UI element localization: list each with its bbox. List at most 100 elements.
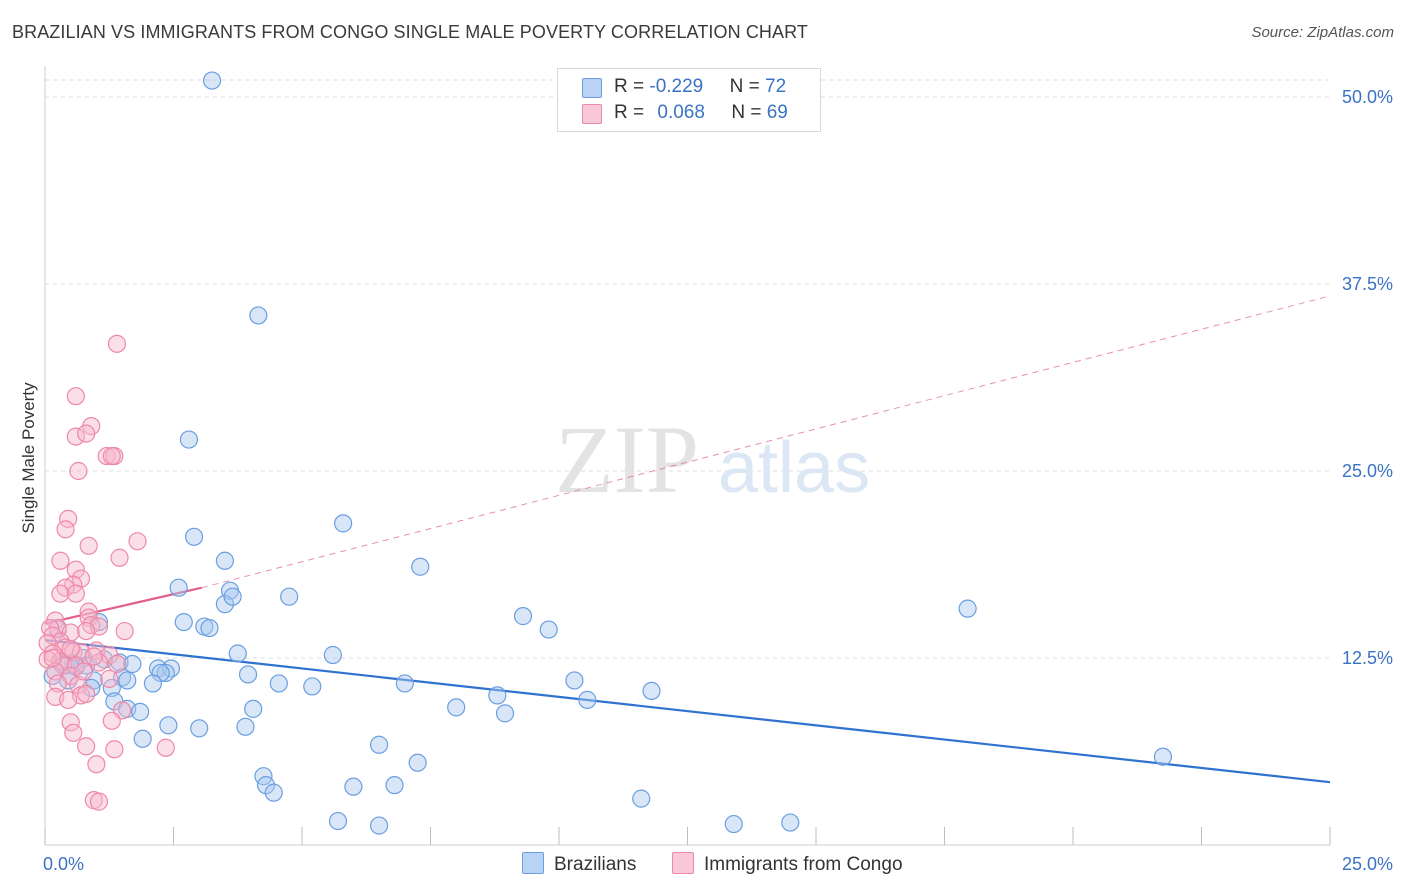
point-congo	[97, 446, 116, 466]
legend-r-label: R =	[614, 102, 650, 123]
bottom-legend-congo: Immigrants from Congo	[672, 852, 903, 876]
y-tick-label: 50.0%	[1342, 87, 1393, 107]
point-congo	[79, 608, 98, 627]
bottom-legend-swatch-pink	[672, 852, 694, 874]
legend-n-label: N =	[731, 102, 767, 123]
point-congo	[61, 639, 80, 659]
point-congo	[41, 618, 60, 638]
point-congo	[66, 387, 85, 406]
point-brazilians	[632, 789, 651, 808]
bottom-legend-congo-label: Immigrants from Congo	[704, 854, 903, 875]
point-brazilians	[169, 578, 188, 597]
legend-swatch-blue	[582, 78, 602, 98]
point-congo	[89, 792, 109, 811]
point-congo	[100, 669, 119, 689]
legend-n-label: N =	[729, 76, 766, 97]
point-congo	[79, 536, 98, 555]
point-brazilians	[256, 776, 276, 795]
point-brazilians	[118, 671, 137, 690]
point-congo	[77, 424, 96, 443]
point-brazilians	[513, 607, 533, 626]
legend-swatch-pink	[582, 104, 602, 124]
trend-line-brazilians	[44, 638, 1331, 784]
point-brazilians	[408, 753, 427, 772]
point-congo	[84, 647, 103, 666]
point-congo	[48, 674, 67, 693]
point-brazilians	[159, 716, 178, 735]
point-brazilians	[249, 306, 268, 325]
point-congo	[56, 520, 75, 539]
point-brazilians	[724, 814, 743, 834]
legend-r-value: 0.068	[657, 102, 705, 123]
point-congo	[59, 509, 78, 528]
point-congo	[59, 690, 78, 709]
point-brazilians	[323, 645, 342, 665]
point-congo	[69, 461, 88, 481]
point-congo	[107, 654, 127, 674]
point-brazilians	[133, 729, 152, 748]
point-brazilians	[395, 674, 414, 693]
point-congo	[102, 711, 121, 730]
point-brazilians	[238, 665, 258, 684]
point-congo	[89, 653, 109, 672]
point-brazilians	[495, 704, 515, 723]
point-brazilians	[1153, 747, 1173, 766]
trend-line-congo	[44, 586, 203, 625]
point-brazilians	[539, 620, 558, 639]
point-congo	[64, 723, 83, 742]
point-brazilians	[190, 719, 209, 738]
source-label: Source: ZipAtlas.com	[1251, 24, 1394, 41]
point-congo	[87, 755, 106, 774]
point-brazilians	[370, 816, 389, 835]
trend-lines	[44, 295, 1331, 784]
point-brazilians	[200, 618, 219, 638]
point-brazilians	[280, 587, 299, 606]
y-tick-label: 12.5%	[1342, 648, 1393, 668]
point-congo	[66, 584, 85, 603]
point-brazilians	[143, 674, 163, 693]
point-congo	[51, 584, 70, 603]
point-brazilians	[269, 674, 288, 693]
point-congo	[79, 602, 98, 621]
point-brazilians	[578, 690, 597, 709]
point-brazilians	[179, 430, 199, 449]
point-brazilians	[202, 71, 222, 90]
grid-lines	[45, 79, 1330, 659]
point-brazilians	[411, 557, 430, 576]
point-brazilians	[488, 686, 507, 705]
point-congo	[51, 551, 70, 570]
trend-line-congo	[201, 295, 1331, 589]
point-congo	[61, 713, 80, 732]
point-congo	[74, 662, 93, 681]
point-congo	[43, 648, 62, 668]
legend-r-label: R =	[614, 76, 650, 97]
x-tick-label-max: 25.0%	[1342, 854, 1393, 874]
point-brazilians	[447, 698, 466, 717]
y-tick-label: 37.5%	[1342, 274, 1393, 294]
point-congo	[110, 548, 129, 567]
point-brazilians	[215, 551, 234, 570]
point-congo	[102, 446, 121, 466]
point-congo	[105, 740, 124, 759]
point-congo	[77, 684, 96, 704]
point-congo	[66, 427, 85, 446]
point-brazilians	[130, 702, 150, 721]
point-brazilians	[958, 599, 977, 618]
point-congo	[156, 738, 175, 757]
point-brazilians	[123, 654, 142, 674]
point-congo	[43, 644, 62, 663]
point-brazilians	[781, 813, 800, 832]
point-brazilians	[334, 514, 353, 533]
point-congo	[56, 578, 75, 597]
legend-r-value: -0.229	[649, 76, 704, 97]
point-congo	[128, 532, 147, 551]
chart-title: BRAZILIAN VS IMMIGRANTS FROM CONGO SINGL…	[12, 22, 808, 42]
point-brazilians	[565, 671, 584, 690]
point-congo	[77, 737, 96, 756]
watermark-atlas: atlas	[718, 428, 870, 508]
point-congo	[115, 621, 134, 641]
point-brazilians	[370, 735, 389, 754]
point-brazilians	[385, 776, 404, 795]
point-congo	[82, 615, 101, 635]
